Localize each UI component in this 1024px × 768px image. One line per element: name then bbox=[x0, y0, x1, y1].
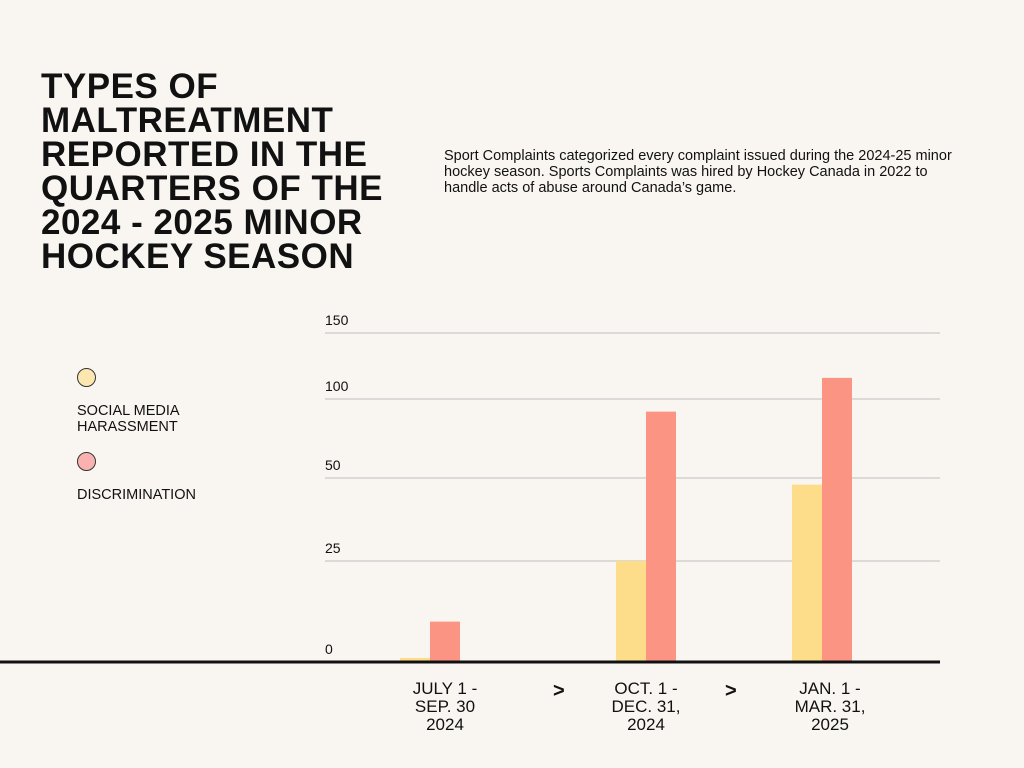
chart-title: TYPES OF MALTREATMENT REPORTED IN THE QU… bbox=[41, 67, 383, 276]
x-tick-label-line: 2025 bbox=[811, 715, 849, 734]
legend-dot-icon bbox=[77, 368, 96, 387]
bar-discrimination bbox=[646, 411, 676, 662]
y-tick-label: 150 bbox=[325, 312, 349, 328]
bar-social-media bbox=[616, 561, 646, 662]
y-tick-label: 25 bbox=[325, 540, 341, 556]
chevron-right-icon: > bbox=[553, 680, 565, 702]
chart-subtitle: Sport Complaints categorized every compl… bbox=[444, 148, 952, 196]
x-tick-label-line: JULY 1 - bbox=[412, 679, 478, 698]
legend-label-discrimination: DISCRIMINATION bbox=[77, 487, 196, 503]
bar-social-media bbox=[400, 657, 430, 662]
x-tick-label-line: 2024 bbox=[627, 715, 665, 734]
x-tick-label: JULY 1 - SEP. 30 2024 bbox=[375, 680, 515, 734]
x-tick-label-line: SEP. 30 bbox=[414, 697, 476, 716]
legend-swatch-discrimination bbox=[77, 452, 96, 471]
bar-social-media bbox=[792, 484, 822, 662]
x-tick-label-line: 2024 bbox=[426, 715, 464, 734]
x-tick-label: OCT. 1 - DEC. 31, 2024 bbox=[576, 680, 716, 734]
y-tick-label: 50 bbox=[325, 457, 341, 473]
legend-dot-icon bbox=[77, 452, 96, 471]
bar-discrimination bbox=[822, 377, 852, 662]
x-tick-label: JAN. 1 - MAR. 31, 2025 bbox=[760, 680, 900, 734]
x-tick-label-line: MAR. 31, bbox=[794, 697, 866, 716]
legend-label-social-media: SOCIAL MEDIA HARASSMENT bbox=[77, 403, 179, 435]
bar-discrimination bbox=[430, 621, 460, 662]
chevron-right-icon: > bbox=[725, 680, 737, 702]
x-tick-label-line: JAN. 1 - bbox=[799, 679, 861, 698]
x-tick-label-line: DEC. 31, bbox=[611, 697, 681, 716]
y-tick-label: 0 bbox=[325, 641, 333, 657]
x-tick-label-line: OCT. 1 - bbox=[614, 679, 678, 698]
legend-swatch-social-media bbox=[77, 368, 96, 387]
y-tick-label: 100 bbox=[325, 378, 349, 394]
